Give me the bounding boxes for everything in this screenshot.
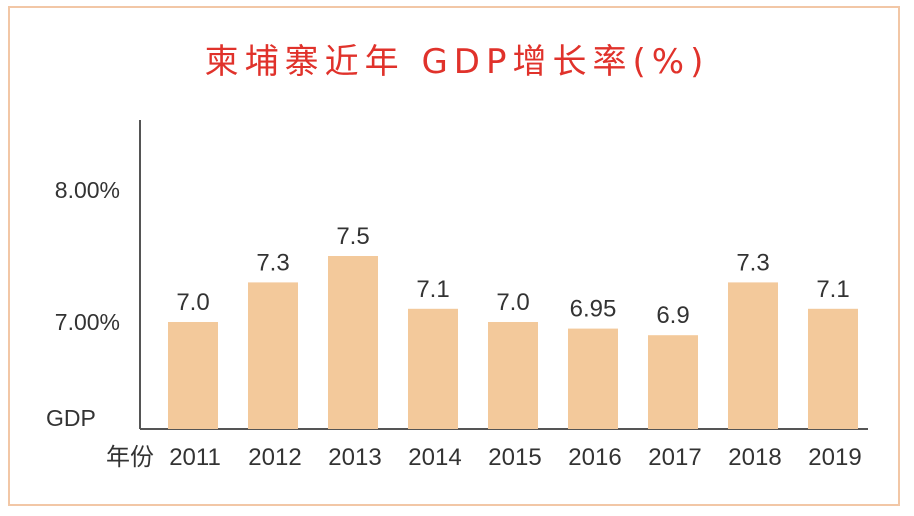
chart-title: 柬埔寨近年 GDP增长率(%) bbox=[204, 42, 710, 82]
data-label-2014: 7.1 bbox=[416, 276, 449, 303]
x-tick-label-2015: 2015 bbox=[488, 444, 541, 471]
x-tick-label-2018: 2018 bbox=[728, 444, 781, 471]
data-label-2018: 7.3 bbox=[736, 249, 769, 276]
bar-2014 bbox=[408, 308, 458, 429]
data-label-2016: 6.95 bbox=[570, 296, 617, 323]
x-tick-label-2013: 2013 bbox=[328, 444, 381, 471]
data-label-2013: 7.5 bbox=[336, 223, 369, 250]
bar-2016 bbox=[568, 328, 618, 429]
bar-2015 bbox=[488, 322, 538, 429]
data-label-2019: 7.1 bbox=[816, 276, 849, 303]
x-tick-label-2014: 2014 bbox=[408, 444, 461, 471]
data-label-2015: 7.0 bbox=[496, 289, 529, 316]
data-label-2012: 7.3 bbox=[256, 249, 289, 276]
data-label-2017: 6.9 bbox=[656, 302, 689, 329]
bar-2013 bbox=[328, 256, 378, 429]
x-tick-label-2011: 2011 bbox=[169, 444, 221, 471]
bar-2011 bbox=[168, 322, 218, 429]
x-tick-label-2019: 2019 bbox=[808, 444, 861, 471]
y-axis-label: GDP bbox=[46, 405, 96, 431]
x-tick-label-2017: 2017 bbox=[648, 444, 701, 471]
data-label-2011: 7.0 bbox=[176, 289, 209, 316]
x-tick-label-2012: 2012 bbox=[248, 444, 301, 471]
y-tick-label: 8.00% bbox=[55, 177, 120, 203]
bar-2019 bbox=[808, 308, 858, 429]
x-axis-label: 年份 bbox=[106, 444, 154, 471]
bar-2017 bbox=[648, 335, 698, 429]
x-tick-label-2016: 2016 bbox=[568, 444, 621, 471]
y-tick-label: 7.00% bbox=[55, 309, 120, 335]
bar-2012 bbox=[248, 282, 298, 429]
bar-2018 bbox=[728, 282, 778, 429]
